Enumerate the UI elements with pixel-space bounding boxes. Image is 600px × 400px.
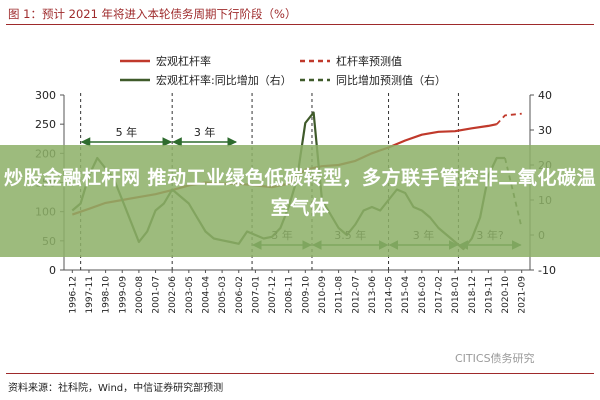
x-tick-label: 2007-12 bbox=[268, 276, 278, 314]
legend-label: 宏观杠杆率 bbox=[156, 54, 211, 68]
x-tick-label: 2002-06 bbox=[168, 276, 178, 314]
x-tick-label: 2015-04 bbox=[401, 276, 411, 314]
x-tick-label: 2006-02 bbox=[235, 276, 245, 314]
x-tick-label: 2021-09 bbox=[518, 276, 528, 314]
x-tick-label: 2001-07 bbox=[152, 276, 162, 314]
x-tick-label: 2020-10 bbox=[501, 276, 511, 314]
right-tick-label: 30 bbox=[538, 124, 552, 137]
legend-label: 宏观杠杆率:同比增加（右） bbox=[156, 73, 292, 87]
source-note: 资料来源：社科院，Wind，中信证券研究部预测 bbox=[8, 383, 224, 394]
headline-text[interactable]: 炒股金融杠杆网 推动工业绿色低碳转型，多方联手管控非二氧化碳温室气体 bbox=[3, 167, 597, 219]
left-tick-label: 0 bbox=[49, 264, 56, 277]
x-tick-label: 2018-01 bbox=[451, 276, 461, 314]
right-tick-label: 40 bbox=[538, 89, 552, 102]
x-tick-label: 2014-05 bbox=[385, 276, 395, 314]
headline-banner bbox=[0, 145, 600, 257]
x-tick-label: 2010-09 bbox=[318, 276, 328, 314]
x-tick-label: 2016-03 bbox=[418, 276, 428, 314]
x-tick-label: 1999-09 bbox=[118, 276, 128, 314]
x-tick-label: 2018-12 bbox=[468, 276, 478, 314]
x-tick-label: 2017-02 bbox=[434, 276, 444, 314]
x-tick-label: 2003-05 bbox=[185, 276, 195, 314]
x-tick-label: 2004-04 bbox=[201, 276, 211, 314]
x-tick-label: 2012-07 bbox=[351, 276, 361, 314]
x-tick-label: 2008-11 bbox=[285, 276, 295, 314]
x-tick-label: 2009-10 bbox=[301, 276, 311, 314]
right-tick-label: -10 bbox=[538, 264, 556, 277]
x-tick-label: 1997-11 bbox=[85, 276, 95, 314]
title-rule bbox=[6, 24, 594, 25]
chart-title: 图 1：预计 2021 年将进入本轮债务周期下行阶段（%） bbox=[8, 7, 297, 21]
series-line bbox=[496, 112, 522, 125]
legend-label: 杠杆率预测值 bbox=[336, 54, 402, 68]
x-tick-label: 1996-12 bbox=[68, 276, 78, 314]
source-rule bbox=[6, 373, 594, 374]
left-tick-label: 300 bbox=[35, 89, 56, 102]
x-tick-label: 2013-06 bbox=[368, 276, 378, 314]
x-tick-label: 2007-01 bbox=[251, 276, 261, 314]
cycle-label: 3 年 bbox=[194, 125, 216, 139]
x-tick-label: 2000-08 bbox=[135, 276, 145, 314]
watermark: CITICS债务研究 bbox=[455, 352, 535, 365]
left-tick-label: 250 bbox=[35, 118, 56, 131]
x-tick-label: 2005-03 bbox=[218, 276, 228, 314]
x-tick-label: 2011-08 bbox=[335, 276, 345, 314]
cycle-label: 5 年 bbox=[116, 125, 138, 139]
legend-label: 同比增加预测值（右） bbox=[336, 73, 446, 87]
x-tick-label: 1998-10 bbox=[102, 276, 112, 314]
x-tick-label: 2019-11 bbox=[484, 276, 494, 314]
